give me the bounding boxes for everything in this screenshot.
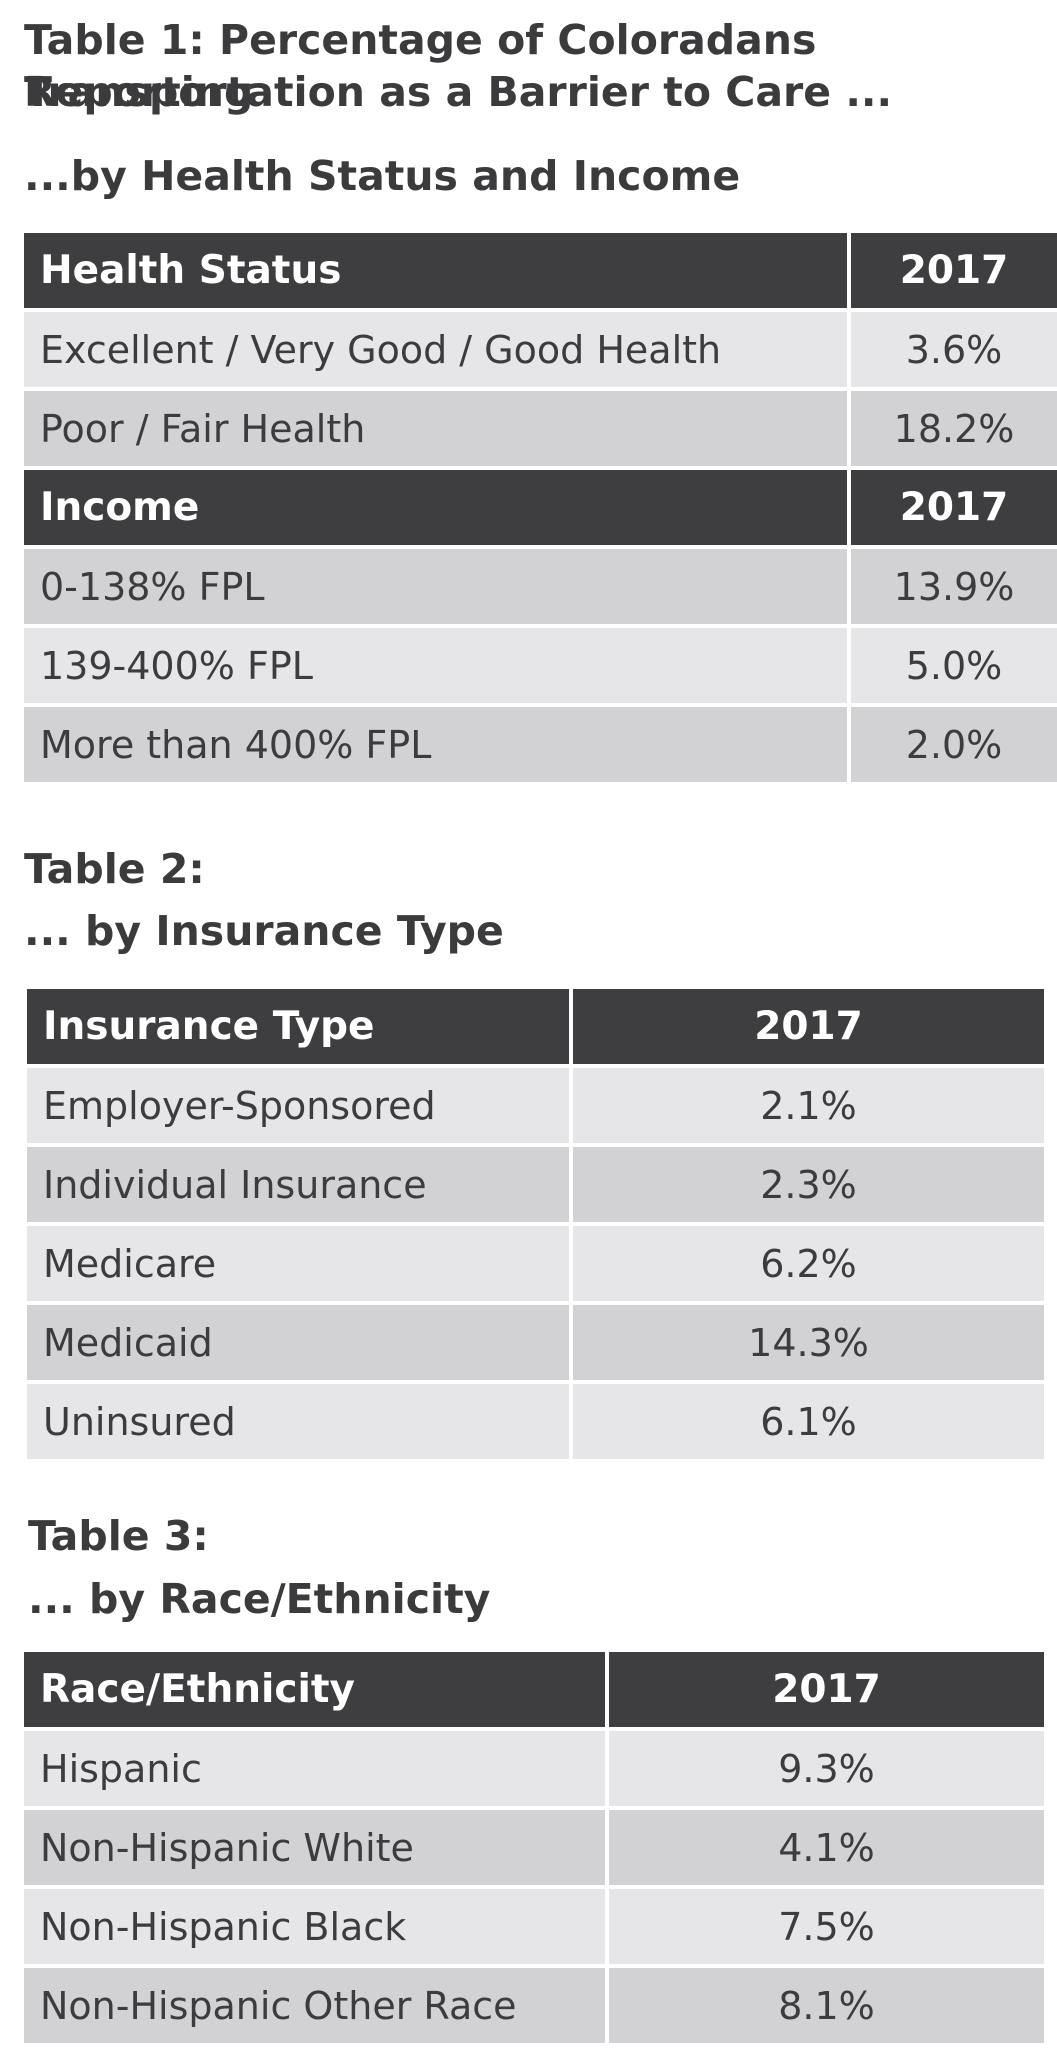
row-label: Excellent / Very Good / Good Health: [24, 312, 847, 387]
table1-income-header-label: Income: [24, 470, 847, 545]
table-row: Non-Hispanic Other Race 8.1%: [24, 1968, 1044, 2043]
table3-subtitle: ... by Race/Ethnicity: [28, 1575, 491, 1623]
table2-header-row: Insurance Type 2017: [27, 989, 1044, 1064]
table3-title: Table 3:: [28, 1512, 209, 1560]
table2-title: Table 2:: [24, 845, 205, 893]
table1: Health Status 2017 Excellent / Very Good…: [20, 229, 1057, 786]
table1-health-header-year: 2017: [851, 233, 1057, 308]
row-value: 9.3%: [609, 1731, 1044, 1806]
table3-header-row: Race/Ethnicity 2017: [24, 1652, 1044, 1727]
table1-subtitle: ...by Health Status and Income: [24, 152, 741, 200]
row-value: 2.0%: [851, 707, 1057, 782]
table-row: Non-Hispanic White 4.1%: [24, 1810, 1044, 1885]
table-row: Employer-Sponsored 2.1%: [27, 1068, 1044, 1143]
row-label: Hispanic: [24, 1731, 605, 1806]
table2-subtitle: ... by Insurance Type: [24, 907, 504, 955]
table1-income-header-year: 2017: [851, 470, 1057, 545]
row-label: 0-138% FPL: [24, 549, 847, 624]
table3-header-year: 2017: [609, 1652, 1044, 1727]
table-row: Individual Insurance 2.3%: [27, 1147, 1044, 1222]
table1-income-header-row: Income 2017: [24, 470, 1057, 545]
table-row: Uninsured 6.1%: [27, 1384, 1044, 1459]
row-label: More than 400% FPL: [24, 707, 847, 782]
table1-title-line1: Table 1: Percentage of Coloradans Report…: [24, 16, 817, 116]
row-label: Medicaid: [27, 1305, 569, 1380]
row-value: 18.2%: [851, 391, 1057, 466]
row-label: Medicare: [27, 1226, 569, 1301]
table1-health-header-label: Health Status: [24, 233, 847, 308]
row-value: 8.1%: [609, 1968, 1044, 2043]
row-label: Non-Hispanic Black: [24, 1889, 605, 1964]
table-row: 139-400% FPL 5.0%: [24, 628, 1057, 703]
table3: Race/Ethnicity 2017 Hispanic 9.3% Non-Hi…: [20, 1648, 1048, 2047]
table2-header-year: 2017: [573, 989, 1044, 1064]
table-row: 0-138% FPL 13.9%: [24, 549, 1057, 624]
row-value: 6.1%: [573, 1384, 1044, 1459]
row-value: 4.1%: [609, 1810, 1044, 1885]
table-row: Excellent / Very Good / Good Health 3.6%: [24, 312, 1057, 387]
row-label: Non-Hispanic White: [24, 1810, 605, 1885]
table-row: More than 400% FPL 2.0%: [24, 707, 1057, 782]
table-row: Non-Hispanic Black 7.5%: [24, 1889, 1044, 1964]
table2-header-label: Insurance Type: [27, 989, 569, 1064]
table-row: Hispanic 9.3%: [24, 1731, 1044, 1806]
table1-title-line2: Transportation as a Barrier to Care ...: [24, 68, 893, 116]
row-label: Poor / Fair Health: [24, 391, 847, 466]
row-label: Uninsured: [27, 1384, 569, 1459]
row-value: 14.3%: [573, 1305, 1044, 1380]
row-value: 2.1%: [573, 1068, 1044, 1143]
table2: Insurance Type 2017 Employer-Sponsored 2…: [23, 985, 1048, 1463]
row-label: Individual Insurance: [27, 1147, 569, 1222]
row-value: 2.3%: [573, 1147, 1044, 1222]
table3-header-label: Race/Ethnicity: [24, 1652, 605, 1727]
table1-health-header-row: Health Status 2017: [24, 233, 1057, 308]
row-value: 3.6%: [851, 312, 1057, 387]
row-value: 6.2%: [573, 1226, 1044, 1301]
row-value: 5.0%: [851, 628, 1057, 703]
row-value: 13.9%: [851, 549, 1057, 624]
row-value: 7.5%: [609, 1889, 1044, 1964]
row-label: 139-400% FPL: [24, 628, 847, 703]
row-label: Non-Hispanic Other Race: [24, 1968, 605, 2043]
table-row: Medicare 6.2%: [27, 1226, 1044, 1301]
table-row: Poor / Fair Health 18.2%: [24, 391, 1057, 466]
row-label: Employer-Sponsored: [27, 1068, 569, 1143]
table-row: Medicaid 14.3%: [27, 1305, 1044, 1380]
